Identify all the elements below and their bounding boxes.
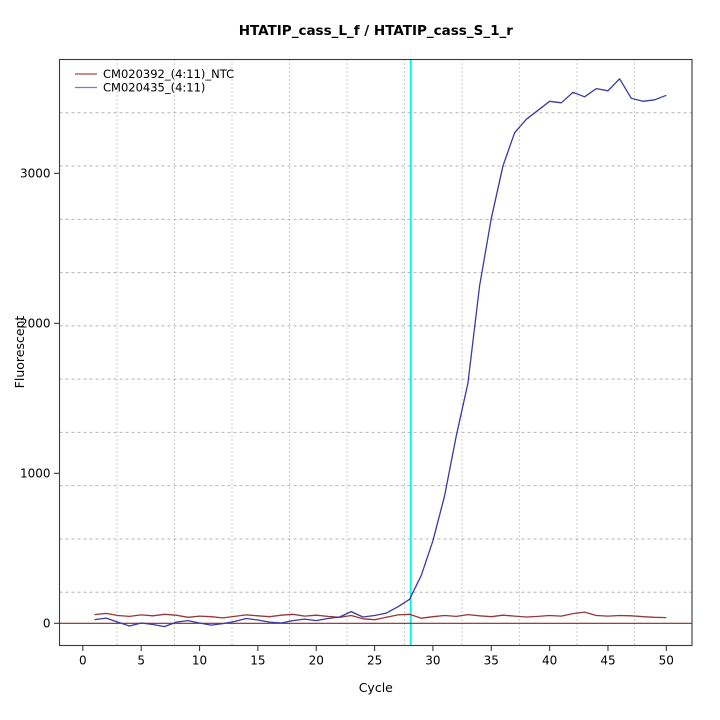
x-tick-label: 5 — [137, 654, 145, 668]
y-axis-label: Fluorescent — [12, 316, 27, 389]
y-tick-label: 0 — [43, 616, 51, 630]
legend-item-ntc: CM020392_(4:11)_NTC — [75, 67, 234, 81]
x-tick-label: 30 — [425, 654, 440, 668]
x-tick-label: 45 — [600, 654, 615, 668]
plot-panel-border — [58, 58, 693, 647]
x-tick-label: 50 — [659, 654, 674, 668]
chart-title: HTATIP_cass_L_f / HTATIP_cass_S_1_r — [239, 23, 514, 39]
legend: CM020392_(4:11)_NTC CM020435_(4:11) — [75, 67, 234, 95]
x-axis-label: Cycle — [359, 680, 393, 695]
legend-label-sample: CM020435_(4:11) — [103, 81, 205, 95]
x-tick-label: 40 — [542, 654, 557, 668]
x-tick-label: 15 — [250, 654, 265, 668]
series-curve-CM020435_(4:11) — [94, 78, 667, 628]
x-tick-label: 10 — [192, 654, 207, 668]
legend-label-ntc: CM020392_(4:11)_NTC — [103, 67, 234, 81]
legend-item-sample: CM020435_(4:11) — [75, 81, 205, 95]
x-tick-label: 35 — [484, 654, 499, 668]
y-tick-label: 1000 — [20, 466, 51, 480]
x-tick-label: 20 — [309, 654, 324, 668]
y-tick-label: 2000 — [20, 316, 51, 330]
series-curve-CM020392_(4:11)_NTC — [94, 611, 667, 621]
plot-generated-layers: 0 5 10 15 20 25 30 35 40 45 50 0 1000 2000 3000 — [20, 59, 692, 668]
x-tick-label: 0 — [79, 654, 87, 668]
y-tick-label: 3000 — [20, 166, 51, 180]
x-tick-label: 25 — [367, 654, 382, 668]
